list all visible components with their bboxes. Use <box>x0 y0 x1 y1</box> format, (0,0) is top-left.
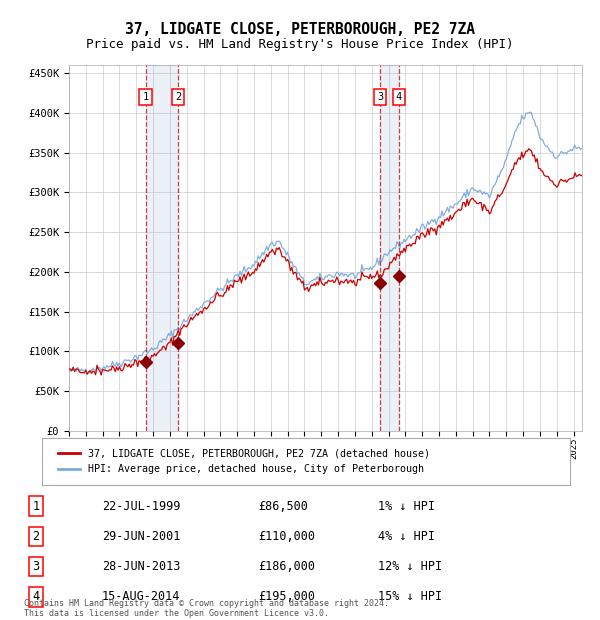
Text: 1: 1 <box>142 92 149 102</box>
Text: 22-JUL-1999: 22-JUL-1999 <box>102 500 181 513</box>
Text: 15-AUG-2014: 15-AUG-2014 <box>102 590 181 603</box>
Legend: 37, LIDGATE CLOSE, PETERBOROUGH, PE2 7ZA (detached house), HPI: Average price, d: 37, LIDGATE CLOSE, PETERBOROUGH, PE2 7ZA… <box>52 443 436 481</box>
Bar <box>146 65 178 431</box>
Text: 29-JUN-2001: 29-JUN-2001 <box>102 530 181 543</box>
Text: 3: 3 <box>32 560 40 573</box>
Text: 1: 1 <box>32 500 40 513</box>
Text: Price paid vs. HM Land Registry's House Price Index (HPI): Price paid vs. HM Land Registry's House … <box>86 38 514 51</box>
Text: 37, LIDGATE CLOSE, PETERBOROUGH, PE2 7ZA: 37, LIDGATE CLOSE, PETERBOROUGH, PE2 7ZA <box>125 22 475 37</box>
Text: 2: 2 <box>32 530 40 543</box>
Text: £195,000: £195,000 <box>258 590 315 603</box>
Text: 1% ↓ HPI: 1% ↓ HPI <box>378 500 435 513</box>
Text: 15% ↓ HPI: 15% ↓ HPI <box>378 590 442 603</box>
Text: 4% ↓ HPI: 4% ↓ HPI <box>378 530 435 543</box>
Text: 28-JUN-2013: 28-JUN-2013 <box>102 560 181 573</box>
Text: 2: 2 <box>175 92 181 102</box>
Text: £186,000: £186,000 <box>258 560 315 573</box>
Text: 12% ↓ HPI: 12% ↓ HPI <box>378 560 442 573</box>
Text: £110,000: £110,000 <box>258 530 315 543</box>
Text: Contains HM Land Registry data © Crown copyright and database right 2024.
This d: Contains HM Land Registry data © Crown c… <box>24 599 389 618</box>
Text: 3: 3 <box>377 92 383 102</box>
Bar <box>380 65 399 431</box>
Text: 4: 4 <box>32 590 40 603</box>
Text: 4: 4 <box>396 92 402 102</box>
Text: £86,500: £86,500 <box>258 500 308 513</box>
